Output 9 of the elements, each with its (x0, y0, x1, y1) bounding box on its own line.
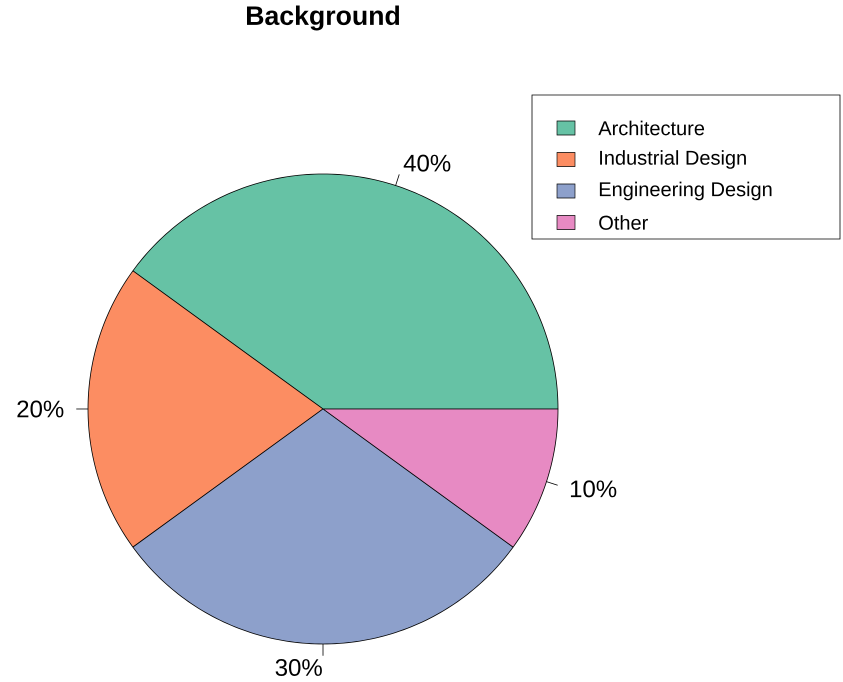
data-label: 10% (570, 480, 616, 498)
data-label: 40% (404, 154, 450, 172)
legend-label: Industrial Design (600, 150, 746, 169)
legend-label: Architecture (598, 120, 704, 136)
data-label: 30% (276, 658, 322, 676)
legend-label: Other (599, 215, 648, 230)
chart-title: Background (246, 6, 400, 30)
data-label: 20% (17, 400, 64, 418)
legend-label: Engineering Design (600, 182, 772, 200)
